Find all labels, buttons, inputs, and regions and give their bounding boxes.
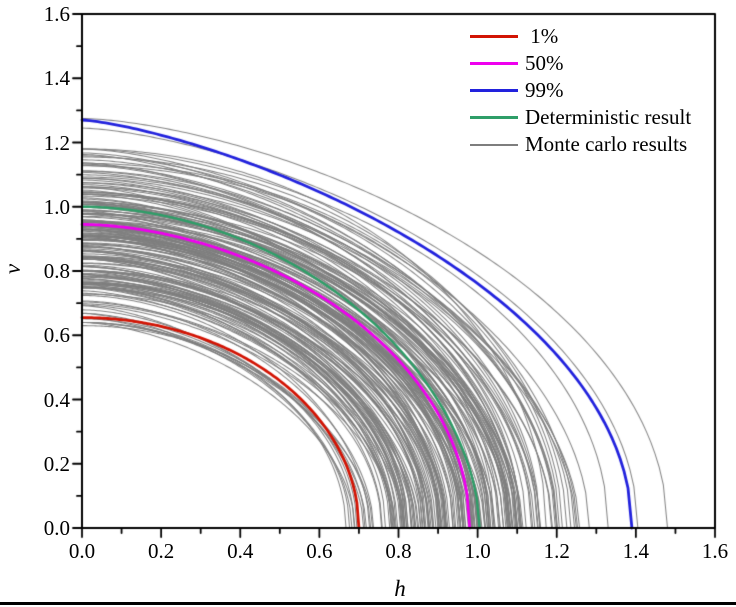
legend: 1% 50% 99% Deterministic result Monte carlo …	[470, 23, 691, 158]
y-axis-label: v	[0, 263, 25, 275]
x-tick-label: 1.6	[701, 539, 729, 563]
legend-item: Deterministic result	[470, 104, 691, 131]
y-tick-label: 0.4	[43, 387, 70, 412]
legend-item: 50%	[470, 50, 691, 77]
legend-line-swatch	[470, 143, 518, 146]
x-tick-label: 0.6	[306, 539, 333, 563]
legend-item-label: 99%	[525, 78, 564, 102]
legend-item: 1%	[470, 23, 691, 50]
x-tick-label: 1.2	[543, 539, 570, 563]
y-tick-label: 1.2	[43, 130, 70, 155]
legend-item-label: 50%	[525, 51, 564, 75]
x-axis-label: h	[394, 576, 406, 601]
y-tick-label: 0.0	[43, 516, 70, 540]
x-tick-label: 1.0	[464, 539, 491, 563]
bottom-border-line	[0, 602, 736, 605]
x-tick-label: 0.2	[148, 539, 175, 563]
x-tick-label: 0.8	[385, 539, 412, 563]
legend-line-swatch	[470, 89, 518, 92]
y-tick-label: 0.8	[43, 259, 70, 283]
legend-item-label: 1%	[525, 24, 559, 48]
x-tick-label: 0.0	[68, 539, 96, 563]
y-tick-label: 0.2	[43, 451, 70, 476]
legend-item-label: Deterministic result	[525, 105, 692, 129]
y-tick-label: 1.0	[43, 194, 70, 219]
y-tick-label: 1.6	[43, 2, 70, 26]
x-tick-label: 1.4	[622, 539, 649, 563]
y-tick-label: 0.6	[43, 323, 70, 348]
legend-line-swatch	[470, 35, 518, 38]
legend-item-label: Monte carlo results	[525, 132, 688, 156]
y-tick-label: 1.4	[43, 66, 70, 91]
x-tick-label: 0.4	[227, 539, 254, 563]
legend-line-swatch	[470, 62, 518, 65]
legend-line-swatch	[470, 116, 518, 119]
legend-item: Monte carlo results	[470, 131, 691, 158]
legend-item: 99%	[470, 77, 691, 104]
